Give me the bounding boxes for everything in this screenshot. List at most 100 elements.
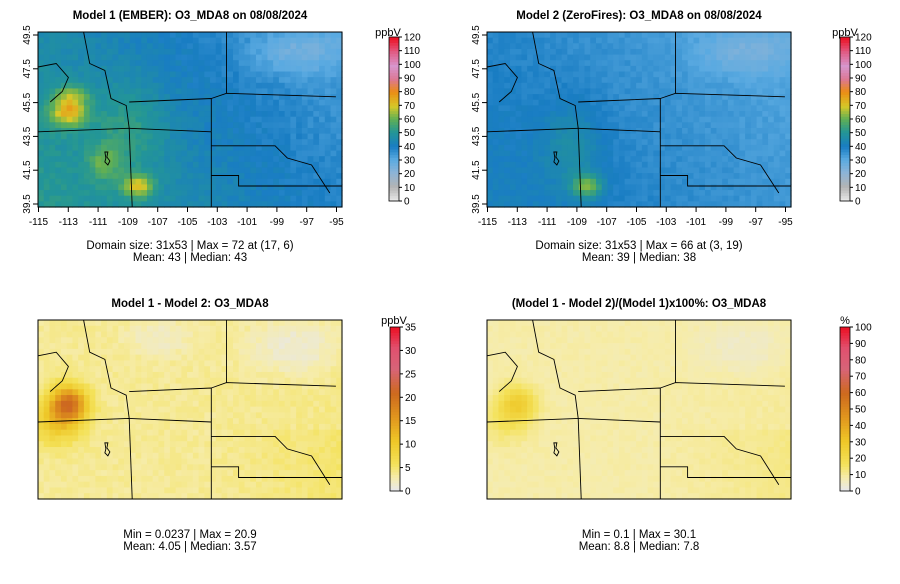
heatmap-cell (688, 49, 694, 55)
heatmap-cell (533, 72, 539, 78)
heatmap-cell (244, 94, 250, 100)
heatmap-cell (290, 407, 296, 413)
heatmap-cell (774, 94, 780, 100)
heatmap-cell (233, 55, 239, 61)
heatmap-cell (630, 122, 636, 128)
heatmap-cell (734, 196, 740, 202)
heatmap-cell (711, 179, 717, 185)
heatmap-cell (199, 72, 205, 78)
heatmap-cell (285, 32, 291, 38)
heatmap-cell (78, 173, 84, 179)
heatmap-cell (216, 122, 222, 128)
heatmap-cell (279, 77, 285, 83)
heatmap-cell (653, 94, 659, 100)
heatmap-cell (95, 470, 101, 476)
heatmap-cell (619, 196, 625, 202)
heatmap-cell (113, 430, 119, 436)
heatmap-cell (331, 366, 337, 372)
heatmap-cell (204, 355, 210, 361)
heatmap-cell (642, 167, 648, 173)
heatmap-cell (101, 179, 107, 185)
heatmap-cell (285, 111, 291, 117)
heatmap-cell (158, 412, 164, 418)
heatmap-cell (72, 190, 78, 196)
heatmap-cell (181, 372, 187, 378)
heatmap-cell (521, 128, 527, 134)
heatmap-cell (193, 366, 199, 372)
heatmap-cell (705, 151, 711, 157)
heatmap-cell (648, 196, 654, 202)
heatmap-cell (279, 66, 285, 72)
heatmap-cell (302, 55, 308, 61)
heatmap-cell (239, 355, 245, 361)
heatmap-cell (279, 43, 285, 49)
heatmap-cell (676, 111, 682, 117)
heatmap-cell (642, 60, 648, 66)
heatmap-cell (705, 173, 711, 179)
heatmap-cell (636, 105, 642, 111)
heatmap-cell (705, 66, 711, 72)
heatmap-cell (613, 179, 619, 185)
heatmap-cell (487, 77, 493, 83)
heatmap-cell (233, 111, 239, 117)
heatmap-cell (256, 326, 262, 332)
heatmap-cell (78, 407, 84, 413)
heatmap-cell (279, 320, 285, 326)
heatmap-cell (216, 447, 222, 453)
heatmap-cell (745, 117, 751, 123)
heatmap-cell (227, 167, 233, 173)
colorbar-tick-label: 30 (855, 156, 867, 167)
heatmap-cell (331, 128, 337, 134)
heatmap-cell (544, 196, 550, 202)
heatmap-cell (688, 156, 694, 162)
heatmap-cell (728, 122, 734, 128)
heatmap-cell (153, 32, 159, 38)
heatmap-cell (244, 151, 250, 157)
heatmap-cell (676, 190, 682, 196)
heatmap-cell (181, 167, 187, 173)
heatmap-cell (153, 156, 159, 162)
heatmap-cell (118, 453, 124, 459)
heatmap-cell (244, 72, 250, 78)
heatmap-cell (693, 83, 699, 89)
heatmap-cell (136, 49, 142, 55)
heatmap-cell (682, 134, 688, 140)
heatmap-cell (239, 156, 245, 162)
heatmap-cell (290, 337, 296, 343)
heatmap-cell (607, 60, 613, 66)
heatmap-cell (567, 117, 573, 123)
heatmap-cell (711, 55, 717, 61)
heatmap-cell (319, 320, 325, 326)
heatmap-cell (722, 179, 728, 185)
heatmap-cell (313, 430, 319, 436)
heatmap-cell (665, 55, 671, 61)
heatmap-cell (762, 184, 768, 190)
heatmap-cell (642, 162, 648, 168)
heatmap-cell (136, 88, 142, 94)
heatmap-cell (607, 77, 613, 83)
heatmap-cell (688, 162, 694, 168)
heatmap-cell (38, 100, 44, 106)
heatmap-cell (153, 401, 159, 407)
heatmap-cell (516, 117, 522, 123)
heatmap-cell (665, 60, 671, 66)
heatmap-cell (210, 366, 216, 372)
heatmap-cell (49, 401, 55, 407)
heatmap-cell (153, 464, 159, 470)
heatmap-cell (216, 139, 222, 145)
heatmap-cell (636, 60, 642, 66)
heatmap-cell (573, 167, 579, 173)
heatmap-cell (250, 464, 256, 470)
heatmap-cell (642, 77, 648, 83)
heatmap-cell (181, 343, 187, 349)
heatmap-cell (273, 470, 279, 476)
heatmap-cell (279, 105, 285, 111)
heatmap-cell (84, 372, 90, 378)
heatmap-cell (130, 412, 136, 418)
heatmap-cell (176, 430, 182, 436)
heatmap-cell (181, 196, 187, 202)
heatmap-cell (711, 105, 717, 111)
heatmap-cell (67, 453, 73, 459)
heatmap-cell (118, 88, 124, 94)
heatmap-cell (319, 43, 325, 49)
